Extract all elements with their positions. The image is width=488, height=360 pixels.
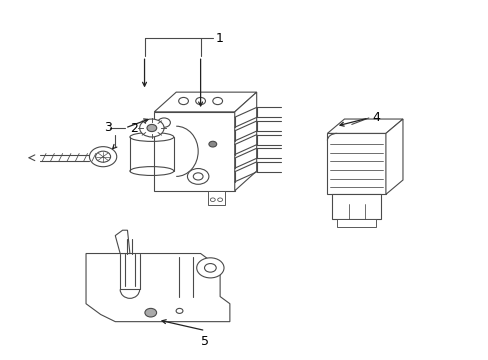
Bar (207, 192, 224, 205)
Bar (336, 219, 375, 226)
Text: 1: 1 (215, 32, 223, 45)
Circle shape (89, 147, 117, 167)
Polygon shape (234, 92, 256, 191)
Polygon shape (327, 119, 402, 134)
Circle shape (204, 264, 216, 272)
Text: 4: 4 (371, 112, 379, 125)
Circle shape (144, 309, 156, 317)
Circle shape (196, 258, 224, 278)
Circle shape (187, 168, 208, 184)
Circle shape (178, 98, 188, 105)
Polygon shape (115, 230, 130, 253)
Circle shape (210, 198, 215, 202)
Circle shape (212, 98, 222, 105)
Circle shape (95, 151, 110, 162)
Circle shape (158, 118, 170, 127)
Polygon shape (385, 119, 402, 194)
Text: 5: 5 (201, 335, 209, 348)
Text: 2: 2 (130, 122, 138, 135)
Circle shape (176, 309, 183, 314)
Circle shape (140, 119, 163, 137)
Circle shape (195, 98, 205, 105)
Circle shape (208, 141, 216, 147)
Circle shape (193, 173, 203, 180)
Bar (327, 134, 385, 194)
Circle shape (217, 198, 222, 202)
Bar (331, 194, 380, 220)
Text: 3: 3 (104, 121, 112, 134)
Bar (154, 112, 234, 191)
Polygon shape (86, 253, 229, 321)
Polygon shape (154, 92, 256, 112)
Circle shape (147, 125, 157, 132)
